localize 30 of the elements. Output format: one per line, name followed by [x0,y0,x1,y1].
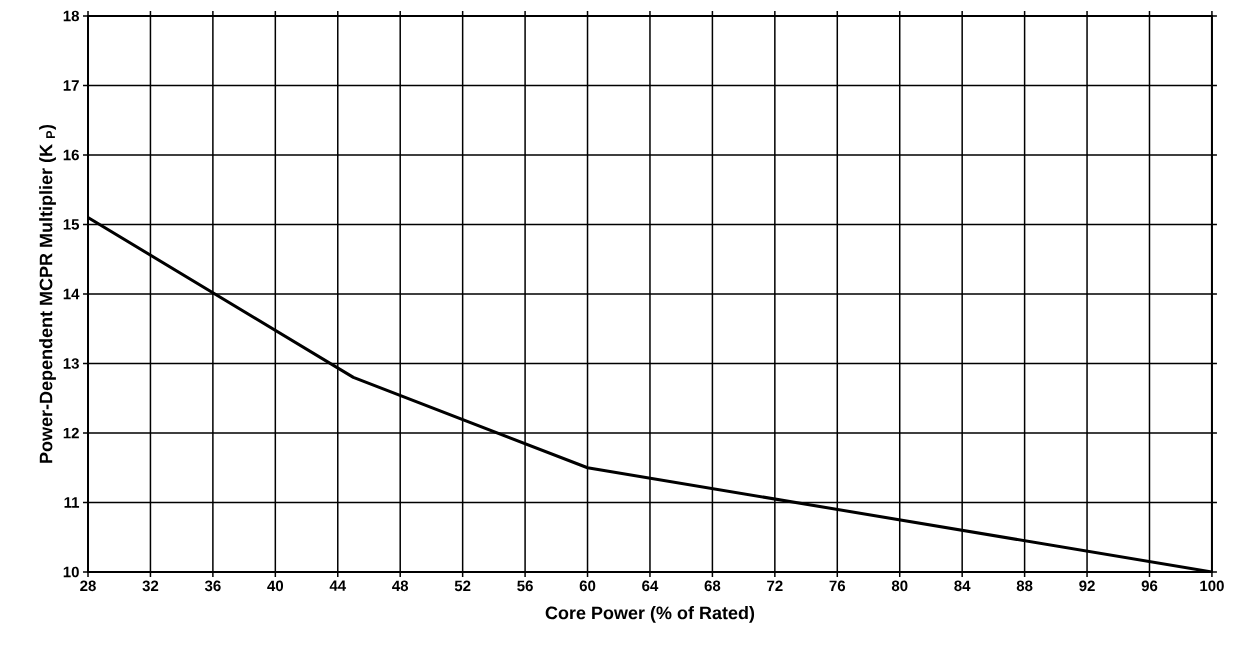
x-tick-label: 44 [329,580,347,591]
y-tick-label: 10 [63,566,79,578]
y-axis-title: Power-Dependent MCPR Multiplier (K $_{P}$) [39,124,56,463]
x-tick-label: 88 [1016,580,1033,592]
x-tick-label: 40 [267,580,284,592]
x-tick-label: 32 [142,580,159,592]
y-tick-label: 14 [63,288,80,300]
x-tick-label: 96 [1141,580,1158,592]
x-tick-label: 80 [891,580,908,592]
x-tick-label: 60 [579,580,596,592]
x-tick-label: 72 [767,580,783,591]
x-tick-label: 56 [517,580,533,592]
y-tick-label: 11 [64,497,80,508]
x-axis-title: Core Power (% of Rated) [545,606,755,623]
y-tick-label: 15 [63,219,80,230]
x-tick-label: 28 [80,580,96,592]
x-tick-label: 36 [204,580,221,592]
x-tick-label: 84 [954,580,971,592]
y-tick-label: 16 [63,149,79,161]
y-tick-label: 12 [63,427,79,439]
x-tick-label: 100 [1200,580,1224,592]
x-tick-label: 68 [704,580,721,592]
y-tick-label: 18 [63,10,79,22]
x-tick-label: 64 [642,580,659,592]
x-tick-label: 52 [454,580,471,592]
x-tick-label: 48 [392,580,409,592]
x-tick-label: 76 [829,580,846,592]
y-tick-label: 13 [63,358,79,369]
x-tick-label: 92 [1079,580,1095,592]
y-tick-label: 17 [63,80,79,91]
